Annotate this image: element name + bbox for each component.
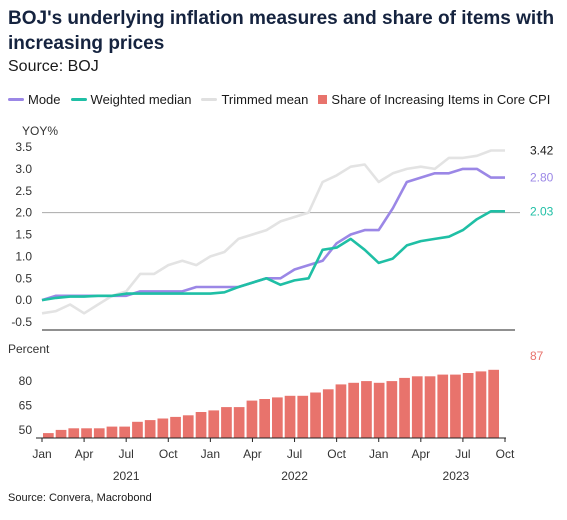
series-line-trimmed-mean [41, 149, 505, 315]
bar [246, 400, 258, 438]
end-value-label: 2.03 [530, 204, 554, 218]
x-tick-label: Oct [159, 447, 178, 461]
bar [144, 420, 156, 438]
y-tick-label: 50 [19, 423, 33, 437]
bar [81, 428, 92, 439]
x-tick-label: Oct [327, 447, 346, 461]
bar [195, 412, 207, 438]
bar [170, 416, 181, 438]
x-tick-label: Apr [411, 447, 430, 461]
x-tick-label: Oct [496, 447, 515, 461]
bar [297, 395, 309, 439]
bar [43, 433, 54, 438]
y-tick-label: 1.0 [15, 249, 32, 263]
bar [424, 376, 436, 439]
y-tick-label: 65 [19, 399, 33, 413]
x-tick-label: Jul [455, 447, 470, 461]
bar [475, 371, 487, 438]
y-tick-label: 0.5 [15, 271, 32, 285]
series-line-weighted-median [41, 210, 505, 302]
bar [233, 407, 245, 438]
chart-title: BOJ's underlying inflation measures and … [8, 8, 555, 54]
x-tick-label: Jul [119, 447, 134, 461]
bar [411, 376, 423, 439]
bar [399, 377, 410, 438]
x-year-label: 2023 [443, 469, 470, 483]
y-axis-label: YOY% [22, 124, 58, 138]
end-value-label: 2.80 [530, 171, 554, 185]
bar [157, 418, 169, 438]
legend-label: Weighted median [90, 92, 192, 107]
legend-item-mode[interactable]: Mode [8, 92, 61, 107]
bar [462, 373, 474, 438]
x-tick-label: Jan [32, 447, 51, 461]
bar [259, 399, 270, 438]
legend-label: Trimmed mean [221, 92, 309, 107]
bar [68, 428, 80, 439]
bar [93, 428, 105, 439]
bar [450, 374, 461, 438]
legend-item-share-increasing[interactable]: Share of Increasing Items in Core CPI [318, 92, 550, 107]
legend-label: Share of Increasing Items in Core CPI [331, 92, 551, 107]
bar [182, 415, 194, 439]
bar [55, 429, 67, 438]
bar [322, 389, 334, 439]
legend-item-weighted-median[interactable]: Weighted median [70, 92, 192, 107]
legend-swatch [70, 98, 87, 101]
bar [488, 369, 499, 439]
y-axis-label: Percent [8, 342, 50, 356]
bar [361, 381, 372, 438]
y-tick-label: 1.5 [15, 228, 32, 242]
bar [386, 381, 398, 438]
y-tick-label: 0.0 [15, 293, 32, 307]
bar [208, 410, 220, 438]
y-tick-label: -0.5 [11, 315, 32, 329]
bar [132, 421, 143, 439]
bar [272, 397, 283, 438]
y-tick-label: 3.0 [15, 162, 32, 176]
bar [310, 392, 321, 438]
bar [221, 407, 232, 438]
y-tick-label: 80 [19, 374, 33, 388]
end-value-label: 3.42 [530, 144, 554, 158]
x-year-label: 2022 [281, 469, 308, 483]
bar [119, 426, 130, 438]
x-year-label: 2021 [113, 469, 140, 483]
source-footer: Source: Convera, Macrobond [8, 492, 152, 504]
y-tick-label: 2.5 [15, 184, 32, 198]
bar [106, 426, 118, 438]
legend-swatch [201, 98, 218, 101]
legend-swatch [8, 98, 24, 101]
end-value-label: 87 [530, 349, 544, 363]
x-tick-label: Jan [201, 447, 220, 461]
x-tick-label: Jan [369, 447, 388, 461]
bar [373, 382, 385, 439]
legend-label: Mode [28, 92, 61, 107]
bar [335, 384, 347, 438]
x-tick-label: Apr [75, 447, 94, 461]
bar [348, 382, 359, 439]
bar [284, 395, 296, 439]
bar [437, 374, 449, 438]
x-tick-label: Jul [287, 447, 302, 461]
legend-swatch [318, 95, 328, 104]
legend-item-trimmed-mean[interactable]: Trimmed mean [201, 92, 308, 107]
legend: Mode Weighted median Trimmed mean Share … [8, 92, 550, 107]
x-tick-label: Apr [243, 447, 262, 461]
y-tick-label: 2.0 [15, 206, 32, 220]
chart-subtitle: Source: BOJ [8, 58, 99, 75]
chart-area: YOY% 3.5 3.0 2.5 2.0 1.5 1.0 0.5 0.0 -0.5 3.42 2.80… [8, 124, 554, 483]
y-tick-label: 3.5 [15, 140, 32, 154]
